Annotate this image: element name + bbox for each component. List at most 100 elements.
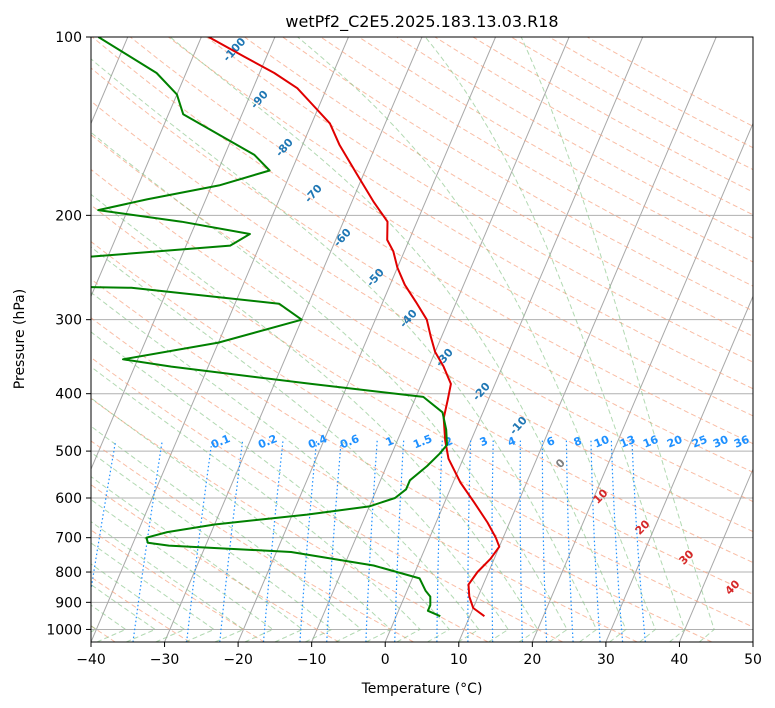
dry-adiabat-line bbox=[129, 37, 753, 417]
moist-adiabat-line bbox=[91, 425, 362, 642]
isotherm-line bbox=[164, 37, 423, 642]
y-tick-label: 1000 bbox=[46, 622, 82, 638]
mixing-ratio-line bbox=[394, 440, 405, 642]
x-tick-label: −20 bbox=[223, 652, 253, 668]
dry-adiabat-line bbox=[91, 67, 753, 473]
isotherm-line bbox=[384, 37, 644, 642]
moist-adiabat-line bbox=[91, 583, 157, 642]
isotherm-line bbox=[678, 467, 753, 642]
moist-adiabat-line bbox=[297, 37, 656, 642]
dry-adiabat-line bbox=[206, 37, 753, 363]
moist-adiabat-line bbox=[91, 542, 215, 642]
isotherm-line bbox=[237, 37, 497, 642]
moist-adiabat-line bbox=[91, 193, 539, 642]
chart-title: wetPf2_C2E5.2025.183.13.03.R18 bbox=[285, 12, 558, 32]
y-tick-label: 200 bbox=[55, 208, 82, 224]
y-axis: 100 200 300 400 500 600 700 800 900 1000 bbox=[46, 30, 91, 638]
y-axis-title: Pressure (hPa) bbox=[12, 289, 28, 389]
y-tick-label: 300 bbox=[55, 313, 82, 329]
x-tick-label: 40 bbox=[671, 652, 689, 668]
dry-adiabat-line bbox=[91, 529, 265, 642]
mixing-ratio-label: 20 bbox=[665, 433, 684, 451]
x-tick-label: −10 bbox=[297, 652, 327, 668]
profiles bbox=[91, 37, 501, 618]
dry-adiabat-line bbox=[91, 134, 753, 533]
y-tick-label: 600 bbox=[55, 491, 82, 507]
isotherm-line bbox=[91, 37, 349, 642]
x-tick-label: 0 bbox=[381, 652, 390, 668]
x-tick-label: −30 bbox=[150, 652, 180, 668]
moist-adiabat-line bbox=[91, 498, 274, 642]
moist-adiabat-line bbox=[91, 58, 598, 642]
mixing-ratio-line bbox=[132, 440, 163, 642]
mixing-ratio-label: 30 bbox=[711, 433, 730, 451]
moist-adiabat-line bbox=[169, 37, 627, 642]
mixing-ratio-line bbox=[590, 440, 601, 642]
dry-adiabat-line bbox=[91, 168, 753, 564]
moist-adiabat-line bbox=[424, 37, 686, 642]
mixing-ratio-line bbox=[491, 440, 494, 642]
mixing-ratio-line bbox=[631, 440, 646, 642]
dry-adiabat-line bbox=[91, 356, 563, 642]
isotherm-line bbox=[531, 122, 753, 642]
isotherm-line bbox=[91, 37, 276, 471]
x-tick-label: 10 bbox=[450, 652, 468, 668]
mixing-ratio-label: 25 bbox=[690, 433, 709, 451]
dry-adiabat-line bbox=[91, 484, 340, 642]
y-tick-label: 100 bbox=[55, 30, 82, 46]
mixing-ratio-label: 16 bbox=[641, 433, 660, 451]
mixing-ratio-label: 2 bbox=[443, 434, 455, 449]
mixing-ratio-label: 10 bbox=[592, 433, 611, 451]
background-lines bbox=[91, 37, 753, 642]
dry-adiabat-line bbox=[91, 241, 753, 628]
mixing-ratio-line bbox=[541, 440, 548, 642]
x-tick-label: −40 bbox=[76, 652, 106, 668]
x-tick-label: 50 bbox=[744, 652, 762, 668]
moist-adiabat-line bbox=[91, 291, 480, 642]
x-axis: −40 −30 −20 −10 0 10 20 30 40 50 bbox=[76, 642, 762, 668]
dry-adiabat-line bbox=[168, 37, 753, 390]
mixing-ratio-line bbox=[565, 440, 574, 642]
dry-adiabat-line bbox=[91, 204, 753, 595]
moist-adiabat-line bbox=[91, 476, 304, 642]
mixing-ratio-label: 3 bbox=[478, 434, 490, 449]
dry-adiabat-line bbox=[91, 278, 713, 642]
moist-adiabat-line bbox=[520, 37, 715, 642]
y-tick-label: 700 bbox=[55, 531, 82, 547]
mixing-ratio-line bbox=[467, 440, 472, 642]
dry-adiabat-line bbox=[91, 440, 414, 642]
x-tick-label: 20 bbox=[523, 652, 541, 668]
mixing-ratio-line bbox=[519, 440, 524, 642]
isotherm-line bbox=[605, 295, 753, 642]
y-tick-label: 400 bbox=[55, 387, 82, 403]
moist-adiabat-line bbox=[91, 131, 568, 642]
dry-adiabat-line bbox=[91, 397, 489, 642]
moist-adiabat-line bbox=[91, 366, 421, 642]
profile-line bbox=[208, 37, 501, 618]
y-tick-label: 900 bbox=[55, 595, 82, 611]
isotherm-line bbox=[458, 37, 717, 642]
moist-adiabat-line bbox=[91, 451, 333, 642]
mixing-ratio-line bbox=[365, 440, 378, 642]
mixing-ratio-line bbox=[219, 440, 244, 642]
mixing-ratio-line bbox=[91, 440, 117, 594]
moist-adiabat-line bbox=[91, 331, 451, 642]
mixing-ratio-label: 13 bbox=[618, 433, 637, 451]
mixing-ratio-label: 1 bbox=[384, 434, 396, 449]
mixing-ratio-label: 36 bbox=[732, 433, 751, 451]
isotherm-line bbox=[91, 37, 202, 298]
mixing-ratio-label: 8 bbox=[572, 434, 584, 449]
dry-adiabat-line bbox=[91, 100, 753, 503]
mixing-ratio-line bbox=[186, 440, 213, 642]
dry-adiabat-line bbox=[244, 37, 753, 337]
x-tick-label: 30 bbox=[597, 652, 615, 668]
x-axis-title: Temperature (°C) bbox=[361, 681, 483, 697]
profile-line bbox=[91, 37, 448, 618]
mixing-ratio-line bbox=[326, 440, 342, 642]
mixing-ratio-line bbox=[610, 440, 624, 642]
moist-adiabat-line bbox=[91, 563, 186, 642]
moist-adiabat-line bbox=[91, 521, 245, 642]
mixing-ratio-line bbox=[299, 440, 318, 642]
